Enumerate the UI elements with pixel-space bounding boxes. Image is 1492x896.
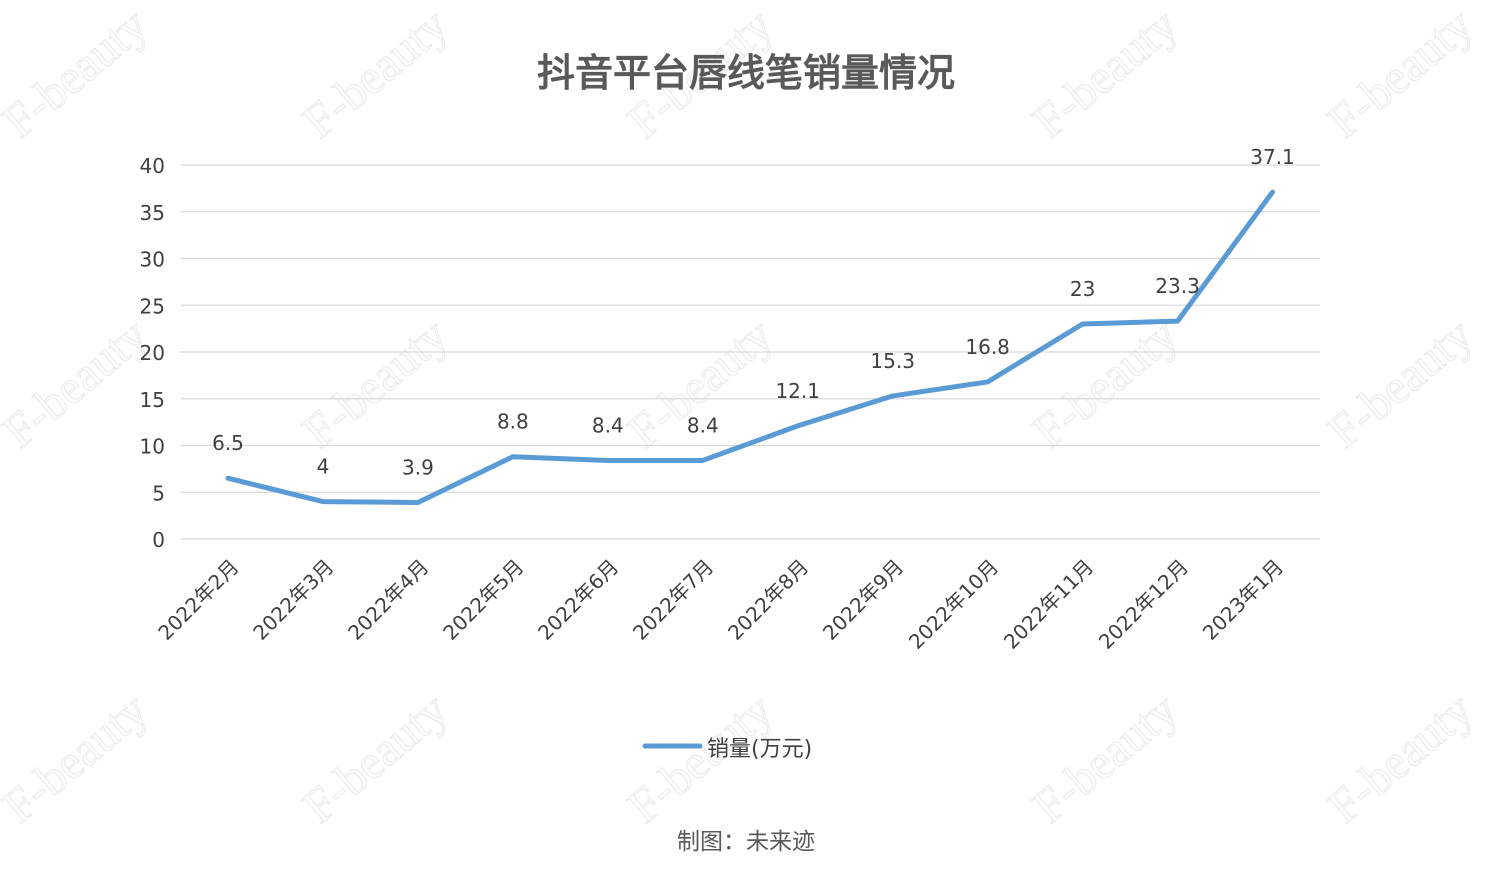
watermark-text: F-beauty	[1023, 308, 1188, 458]
y-tick-label: 25	[140, 294, 165, 318]
data-label: 4	[317, 455, 330, 479]
x-tick-label: 2022年3月	[248, 555, 338, 645]
watermark-layer: F-beauty F-beauty F-beauty F-beauty F-beauty…	[0, 0, 1483, 834]
data-label: 8.4	[592, 413, 624, 437]
x-tick-label: 2022年6月	[533, 555, 623, 645]
data-label: 23.3	[1155, 274, 1200, 298]
x-tick-label: 2022年2月	[153, 555, 243, 645]
y-tick-label: 20	[140, 341, 165, 365]
y-tick-label: 0	[152, 528, 165, 552]
data-label: 15.3	[870, 349, 915, 373]
x-tick-label: 2022年11月	[999, 555, 1098, 654]
data-label: 16.8	[965, 335, 1010, 359]
data-label: 8.4	[687, 413, 719, 437]
watermark-text: F-beauty	[0, 308, 158, 458]
gridlines	[180, 164, 1320, 540]
watermark-text: F-beauty	[1023, 683, 1188, 833]
x-tick-label: 2022年5月	[438, 555, 528, 645]
series-line-path	[225, 189, 1276, 506]
x-tick-label: 2022年8月	[723, 555, 813, 645]
y-tick-label: 5	[152, 481, 165, 505]
data-label: 37.1	[1250, 145, 1295, 169]
x-axis-ticks: 2022年2月 2022年3月 2022年4月 2022年5月 2022年6月 2022年…	[153, 555, 1288, 654]
x-tick-label: 2022年9月	[818, 555, 908, 645]
chart-title: 抖音平台唇线笔销量情况	[536, 51, 955, 95]
watermark-text: F-beauty	[293, 683, 458, 833]
x-tick-label: 2022年7月	[628, 555, 718, 645]
y-axis-ticks: 0 5 10 15 20 25 30 35 40	[140, 154, 165, 552]
data-label: 6.5	[212, 431, 244, 455]
y-tick-label: 35	[140, 201, 165, 225]
x-tick-label: 2023年1月	[1198, 555, 1288, 645]
x-tick-label: 2022年12月	[1094, 555, 1193, 654]
data-label: 8.8	[497, 410, 529, 434]
x-tick-label: 2022年4月	[343, 555, 433, 645]
data-label: 23	[1070, 277, 1095, 301]
series-line	[225, 189, 1276, 506]
data-label: 3.9	[402, 456, 434, 480]
watermark-text: F-beauty	[1318, 308, 1483, 458]
x-tick-label: 2022年10月	[904, 555, 1003, 654]
y-tick-label: 10	[140, 435, 165, 459]
watermark-text: F-beauty	[0, 683, 158, 833]
y-tick-label: 30	[140, 248, 165, 272]
data-labels: 6.5 4 3.9 8.8 8.4 8.4 12.1 15.3 16.8 23 23.3 37.1	[212, 145, 1295, 479]
y-tick-label: 15	[140, 388, 165, 412]
watermark-text: F-beauty	[293, 308, 458, 458]
data-label: 12.1	[775, 379, 820, 403]
y-tick-label: 40	[140, 154, 165, 178]
legend: 销量(万元)	[642, 737, 812, 762]
footer-credit: 制图：未来迹	[677, 829, 815, 855]
legend-label: 销量(万元)	[707, 737, 812, 762]
watermark-text: F-beauty	[1318, 683, 1483, 833]
